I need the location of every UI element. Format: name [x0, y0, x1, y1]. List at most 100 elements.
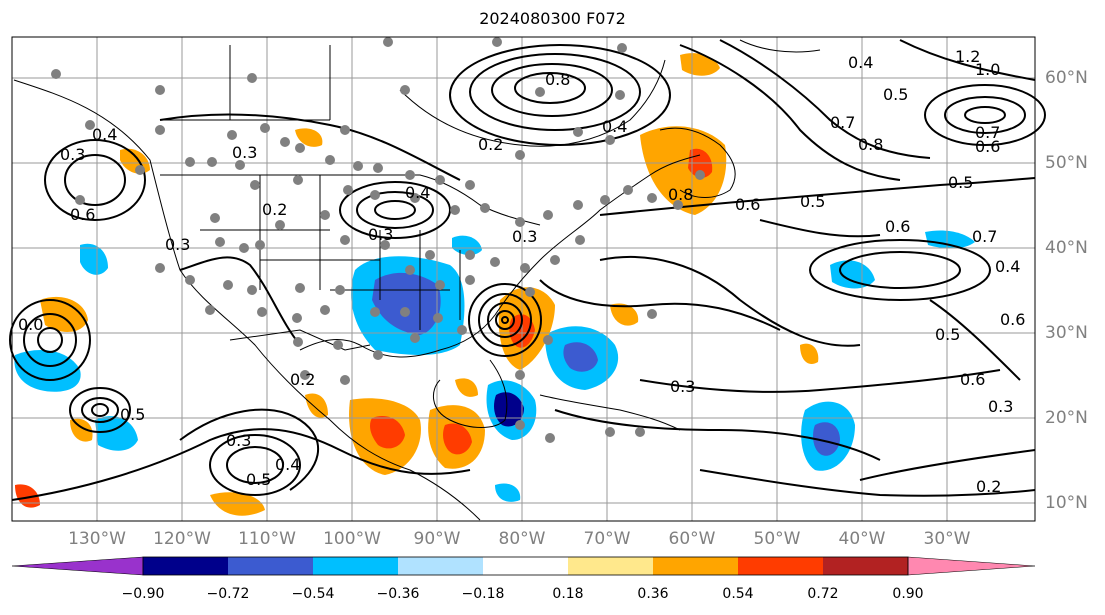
positive-area-gulf-coast	[455, 378, 478, 397]
negative-area-pacific	[14, 350, 81, 392]
colorbar-tick-label: −0.36	[376, 586, 420, 602]
contour-label: 0.5	[948, 173, 973, 192]
colorbar-tick-label: 0.54	[722, 586, 754, 602]
lat-label-10n: 10°N	[1045, 493, 1088, 513]
contour-label: 0.8	[545, 70, 570, 89]
map-background	[12, 37, 1035, 521]
colorbar-segment	[228, 557, 313, 575]
contour-label: 0.3	[368, 225, 393, 244]
negative-area-north-atlantic-2	[925, 230, 975, 249]
lon-label-60w: 60°W	[668, 529, 716, 549]
colorbar-segment	[398, 557, 483, 575]
contour-value-labels: 0.8 0.2 0.4 0.3 0.3 0.2 0.4 0.3 0.6 0.8 …	[18, 47, 1025, 496]
map-title: 2024080300 F072	[479, 9, 626, 28]
colorbar-tick-label: 0.72	[807, 586, 839, 602]
lon-label-110w: 110°W	[238, 529, 296, 549]
positive-core-yucatan	[443, 423, 472, 455]
contour-label: 0.2	[976, 477, 1001, 496]
contour-label: 0.6	[1000, 310, 1025, 329]
colorbar-segment	[738, 557, 823, 575]
contour-label: 0.6	[735, 195, 760, 214]
contour-label: 0.6	[70, 205, 95, 224]
negative-core-atlantic	[563, 342, 598, 372]
lat-label-40n: 40°N	[1045, 238, 1088, 258]
graticule-grid	[12, 37, 1035, 521]
contour-label: 0.8	[858, 135, 883, 154]
lon-label-130w: 130°W	[68, 529, 126, 549]
contour-label: 0.6	[975, 137, 1000, 156]
contour-label: 0.4	[275, 455, 300, 474]
lon-label-50w: 50°W	[753, 529, 801, 549]
contour-label: 0.3	[988, 397, 1013, 416]
contour-label: 0.4	[602, 117, 627, 136]
lon-label-120w: 120°W	[153, 529, 211, 549]
colorbar-segment	[568, 557, 653, 575]
contour-label: 0.4	[848, 53, 873, 72]
contour-label: 0.3	[670, 377, 695, 396]
lon-label-30w: 30°W	[923, 529, 971, 549]
positive-area-south-pacific	[210, 492, 265, 516]
negative-area-east-pacific	[95, 416, 138, 451]
colorbar	[11, 556, 1036, 576]
colorbar-segment	[653, 557, 738, 575]
contour-label: 0.7	[975, 123, 1000, 142]
colorbar-segment	[823, 557, 908, 575]
colorbar-extend-low	[11, 556, 144, 576]
contour-label: 0.3	[512, 227, 537, 246]
contour-label: 0.0	[18, 315, 43, 334]
contour-label: 0.4	[995, 257, 1020, 276]
lat-label-60n: 60°N	[1045, 68, 1088, 88]
contour-label: 0.5	[800, 192, 825, 211]
negative-area-south-pacific	[495, 483, 521, 502]
positive-area-far-west	[15, 484, 40, 508]
positive-area-south-east	[800, 343, 819, 365]
colorbar-tick-label: −0.90	[121, 586, 165, 602]
lon-label-90w: 90°W	[413, 529, 461, 549]
contour-label: 0.6	[885, 217, 910, 236]
colorbar-tick-label: −0.54	[291, 586, 335, 602]
positive-area-newfoundland	[640, 126, 727, 215]
colorbar-segment	[483, 557, 568, 575]
negative-core-east-atlantic	[813, 422, 840, 456]
colorbar-segment	[143, 557, 228, 575]
contour-label: 0.7	[972, 227, 997, 246]
contour-lines	[9, 39, 1046, 501]
contour-label: 1.0	[975, 60, 1000, 79]
contour-label: 0.2	[290, 370, 315, 389]
lat-label-50n: 50°N	[1045, 153, 1088, 173]
contour-label: 0.4	[92, 125, 117, 144]
contour-label: 0.3	[60, 145, 85, 164]
contour-label: 0.6	[960, 370, 985, 389]
lon-label-100w: 100°W	[323, 529, 381, 549]
negative-core-gulf	[372, 272, 441, 335]
contour-label: 0.3	[165, 235, 190, 254]
contour-label: 0.8	[668, 185, 693, 204]
colorbar-tick-label: 0.36	[637, 586, 669, 602]
contour-label: 0.5	[246, 470, 271, 489]
lon-label-40w: 40°W	[838, 529, 886, 549]
positive-core-mexico	[370, 415, 405, 449]
negative-area-far-pacific	[80, 243, 108, 275]
colorbar-tick-label: 0.90	[892, 586, 924, 602]
contour-label: 0.2	[478, 135, 503, 154]
contour-label: 0.5	[120, 405, 145, 424]
contour-label: 0.3	[226, 431, 251, 450]
contour-label: 0.5	[935, 325, 960, 344]
contour-label: 0.3	[232, 143, 257, 162]
positive-area-west-mexico	[305, 393, 328, 418]
colorbar-tick-label: −0.18	[461, 586, 505, 602]
colorbar-frame	[142, 556, 909, 576]
colorbar-tick-label: 0.18	[552, 586, 584, 602]
colorbar-tick-label: −0.72	[206, 586, 250, 602]
station-dots	[51, 37, 705, 443]
colorbar-segment	[313, 557, 398, 575]
lon-label-70w: 70°W	[583, 529, 631, 549]
lon-label-80w: 80°W	[498, 529, 546, 549]
contour-label: 0.5	[883, 85, 908, 104]
lat-label-30n: 30°N	[1045, 323, 1088, 343]
positive-area-pacific-2	[70, 418, 93, 442]
contour-label: 1.2	[955, 47, 980, 66]
lat-label-20n: 20°N	[1045, 408, 1088, 428]
positive-area-rockies	[295, 128, 323, 147]
positive-area-pacific	[40, 296, 88, 332]
